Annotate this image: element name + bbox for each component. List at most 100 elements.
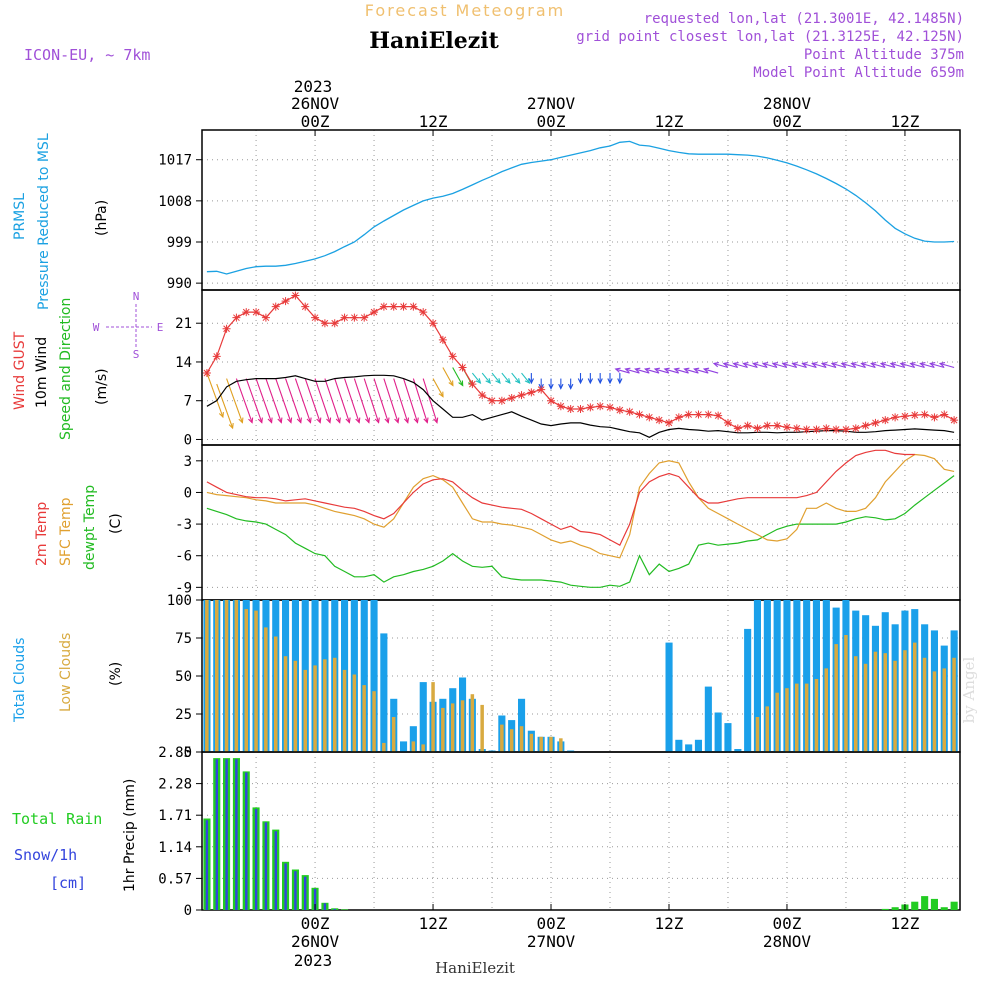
gust-marker bbox=[330, 319, 339, 328]
compass-e: E bbox=[157, 321, 164, 334]
low-cloud-bar bbox=[313, 665, 317, 752]
gust-marker bbox=[694, 410, 703, 419]
wind-vector-head bbox=[374, 417, 380, 424]
wind-vector bbox=[442, 367, 454, 386]
rain-bar bbox=[341, 909, 349, 910]
wind-vector-head bbox=[248, 417, 254, 424]
rain-bar bbox=[891, 907, 899, 910]
time-tick-top: 12Z bbox=[419, 112, 448, 131]
low-cloud-bar bbox=[844, 635, 848, 752]
wind-vector bbox=[314, 378, 331, 423]
wind-vector bbox=[255, 378, 273, 423]
wind-vector-head bbox=[909, 362, 916, 368]
wind-vector bbox=[265, 378, 282, 423]
wind-compass: N W E S bbox=[93, 290, 164, 361]
grid-point-lonlat: grid point closest lon,lat (21.3125E, 42… bbox=[576, 29, 964, 45]
wind-vector-head bbox=[316, 417, 322, 424]
low-cloud-bar bbox=[254, 610, 258, 752]
y-tick-label: 999 bbox=[167, 235, 192, 251]
time-tick-bottom: 00Z bbox=[773, 914, 802, 933]
gust-marker bbox=[586, 403, 595, 412]
total-cloud-bar bbox=[734, 749, 742, 752]
gust-marker bbox=[841, 425, 850, 434]
wind-vector-head bbox=[712, 362, 719, 368]
low-cloud-bar bbox=[352, 674, 357, 752]
total-cloud-bar bbox=[665, 642, 673, 752]
wind-vector-head bbox=[830, 362, 837, 368]
y-tick-label: -9 bbox=[175, 580, 192, 596]
gust-marker bbox=[684, 410, 693, 419]
time-tick-top: 12Z bbox=[890, 112, 919, 131]
gust-marker bbox=[379, 302, 388, 311]
wind-vector-head bbox=[938, 362, 946, 368]
gust-marker bbox=[596, 402, 605, 411]
wind-vector bbox=[353, 378, 370, 423]
total-cloud-bar bbox=[694, 739, 702, 752]
wind-vector-head bbox=[607, 378, 613, 385]
wind-vector bbox=[294, 378, 312, 423]
gust-marker bbox=[468, 380, 477, 389]
gust-marker bbox=[488, 396, 497, 405]
date-label-top: 28NOV bbox=[763, 94, 812, 113]
low-cloud-bar bbox=[215, 600, 219, 752]
gust-marker bbox=[714, 411, 723, 420]
gust-marker bbox=[438, 335, 447, 344]
low-cloud-bar bbox=[303, 669, 307, 752]
gust-marker bbox=[311, 313, 320, 322]
y-tick-label: 25 bbox=[175, 707, 192, 723]
low-cloud-bar bbox=[509, 729, 514, 752]
wind-vector-head bbox=[673, 367, 680, 373]
wind-vector-head bbox=[394, 417, 400, 424]
gust-marker bbox=[527, 388, 536, 397]
wind-vector-head bbox=[384, 417, 390, 424]
wind-10m-line bbox=[206, 374, 955, 438]
low-cloud-bar bbox=[529, 733, 534, 752]
gust-marker bbox=[419, 308, 428, 317]
snow-bar bbox=[274, 831, 277, 910]
snow-bar bbox=[323, 903, 327, 910]
wind-vector-head bbox=[505, 378, 511, 384]
gust-marker bbox=[212, 352, 221, 361]
gust-marker bbox=[202, 369, 211, 378]
wind-vector-head bbox=[791, 362, 798, 368]
wind-vector bbox=[432, 378, 444, 397]
clouds-unit: (%) bbox=[108, 662, 124, 686]
low-cloud-bar bbox=[854, 656, 858, 752]
wind-vector bbox=[521, 372, 530, 384]
y-tick-label: 21 bbox=[175, 316, 192, 332]
snow-bar bbox=[215, 759, 218, 910]
footer-location: HaniElezit bbox=[435, 959, 515, 977]
gust-marker bbox=[723, 418, 732, 427]
y-tick-label: 0 bbox=[184, 432, 192, 448]
wind-vector-head bbox=[761, 362, 769, 368]
gust-marker bbox=[891, 413, 900, 422]
wind-vector bbox=[723, 362, 738, 369]
gust-marker bbox=[271, 302, 280, 311]
wind-vector-head bbox=[742, 362, 749, 368]
low-cloud-bar bbox=[323, 659, 327, 752]
y-tick-label: 0 bbox=[184, 745, 192, 761]
wind-vector-head bbox=[663, 367, 670, 373]
low-cloud-bar bbox=[441, 707, 445, 752]
wind-vector-head bbox=[614, 367, 621, 373]
wind-vector bbox=[501, 372, 511, 384]
wind-vector-head bbox=[548, 383, 554, 390]
total-cloud-bar bbox=[370, 600, 378, 752]
low-cloud-bar bbox=[391, 717, 396, 752]
wind-vector-head bbox=[423, 417, 429, 424]
gust-marker bbox=[822, 424, 831, 433]
snow-bar bbox=[304, 876, 307, 910]
wind-vector-head bbox=[448, 380, 454, 387]
wind-vector-head bbox=[624, 367, 631, 373]
wind-vector bbox=[684, 368, 699, 374]
wind-vector-head bbox=[287, 417, 293, 424]
wind-vector-head bbox=[524, 378, 531, 384]
gust-marker bbox=[881, 416, 890, 425]
wind-vector bbox=[831, 362, 847, 369]
gust-marker bbox=[507, 393, 516, 402]
wind-vector bbox=[393, 378, 409, 423]
low-cloud-bar bbox=[293, 660, 298, 752]
gust-marker bbox=[350, 313, 359, 322]
wind-vector bbox=[285, 378, 302, 423]
total-cloud-bar bbox=[783, 600, 791, 752]
